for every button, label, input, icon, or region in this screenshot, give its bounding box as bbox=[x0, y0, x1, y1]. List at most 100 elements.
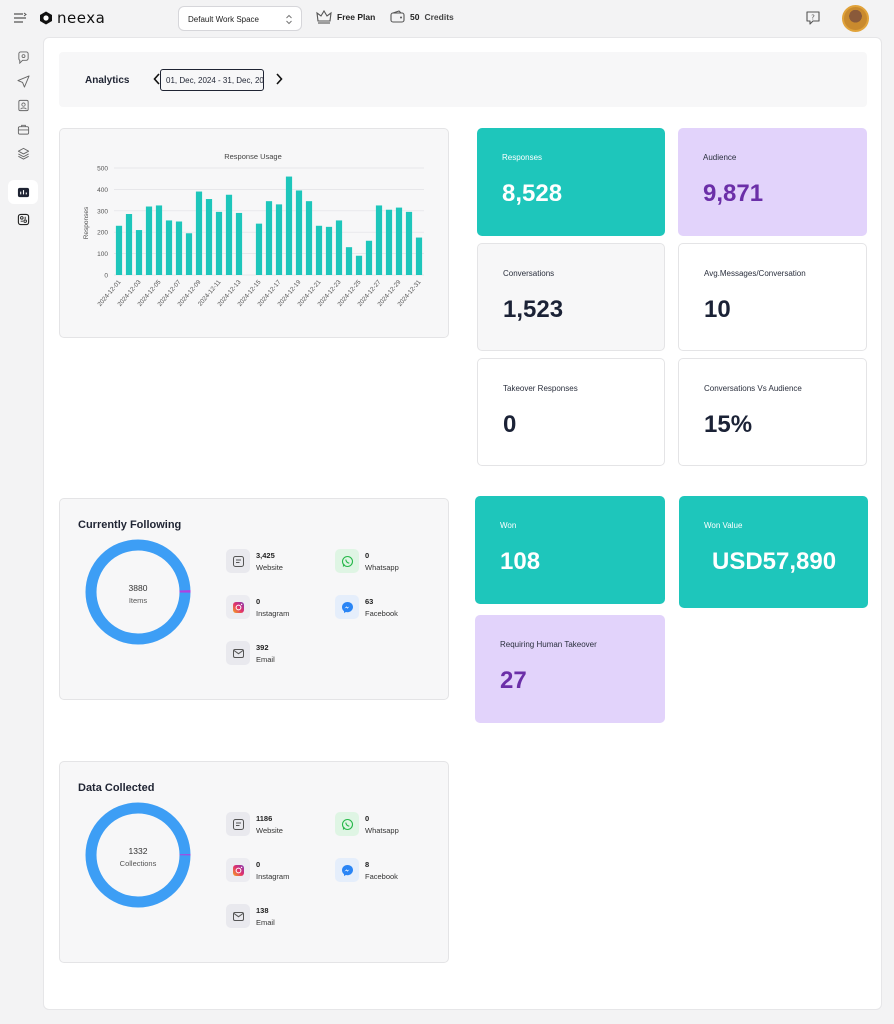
currently-following-card: Currently Following 3880 Items 3,425 Webs… bbox=[59, 498, 449, 700]
email-icon bbox=[232, 648, 244, 658]
main-panel: Analytics 01, Dec, 2024 - 31, Dec, 2024 … bbox=[43, 37, 882, 1010]
source-name: Whatsapp bbox=[365, 826, 399, 835]
instagram-icon bbox=[232, 601, 244, 613]
bar-2024-12-26[interactable] bbox=[365, 240, 373, 275]
source-value: 0 bbox=[256, 597, 261, 606]
sidebar-item-broadcast[interactable] bbox=[8, 69, 38, 93]
bar-2024-12-08[interactable] bbox=[185, 233, 193, 275]
stat-card-avg-messages: Avg.Messages/Conversation 10 bbox=[678, 243, 867, 351]
bar-2024-12-09[interactable] bbox=[195, 191, 203, 275]
wallet-icon bbox=[390, 10, 405, 23]
analytics-icon bbox=[17, 187, 29, 197]
bar-2024-12-19[interactable] bbox=[295, 190, 303, 275]
source-value: 0 bbox=[256, 860, 261, 869]
workspace-select[interactable]: Default Work Space bbox=[178, 6, 302, 31]
email-icon-box bbox=[226, 641, 250, 665]
sidebar-item-analytics[interactable] bbox=[8, 180, 38, 204]
bar-2024-12-30[interactable] bbox=[405, 211, 413, 275]
instagram-icon-box bbox=[226, 858, 250, 882]
bar-2024-12-02[interactable] bbox=[125, 214, 133, 275]
messenger-icon-box bbox=[335, 858, 359, 882]
bar-2024-12-16[interactable] bbox=[265, 201, 273, 275]
source-value: 3,425 bbox=[256, 551, 275, 560]
credits-label: Credits bbox=[424, 12, 454, 22]
bar-2024-12-13[interactable] bbox=[235, 212, 243, 275]
credits-badge[interactable]: 50 Credits bbox=[390, 10, 454, 24]
stat-card-conversations: Conversations 1,523 bbox=[477, 243, 665, 351]
bar-2024-12-10[interactable] bbox=[205, 199, 213, 275]
svg-text:?: ? bbox=[811, 14, 815, 22]
help-chat-icon[interactable]: ? bbox=[805, 10, 821, 26]
bar-2024-12-27[interactable] bbox=[375, 205, 383, 275]
logo[interactable]: neexa bbox=[39, 9, 105, 27]
source-name: Email bbox=[256, 918, 275, 927]
response-usage-chart: Response Usage Responses 0 100 200 300 400 50… bbox=[83, 152, 424, 308]
source-value: 392 bbox=[256, 643, 269, 652]
source-email: 138 Email bbox=[226, 904, 275, 928]
chat-icon bbox=[17, 50, 29, 64]
source-value: 63 bbox=[365, 597, 374, 606]
stat-label: Won Value bbox=[704, 521, 743, 530]
bar-2024-12-15[interactable] bbox=[255, 223, 263, 275]
donut-total-label: Items bbox=[128, 596, 148, 605]
bar-2024-12-11[interactable] bbox=[215, 211, 223, 275]
bar-2024-12-22[interactable] bbox=[325, 226, 333, 275]
date-range-input[interactable]: 01, Dec, 2024 - 31, Dec, 2024 bbox=[160, 69, 264, 91]
stat-label: Takeover Responses bbox=[503, 384, 578, 393]
bar-2024-12-12[interactable] bbox=[225, 194, 233, 275]
source-name: Website bbox=[256, 563, 283, 572]
stat-label: Responses bbox=[502, 153, 543, 162]
website-icon-box bbox=[226, 812, 250, 836]
bar-2024-12-18[interactable] bbox=[285, 176, 293, 275]
sidebar-item-knowledge[interactable] bbox=[8, 141, 38, 165]
website-icon bbox=[232, 818, 244, 830]
source-value: 1186 bbox=[256, 814, 273, 823]
bar-2024-12-23[interactable] bbox=[335, 220, 343, 275]
bar-2024-12-20[interactable] bbox=[305, 201, 313, 275]
source-name: Facebook bbox=[365, 872, 398, 881]
chevron-left-icon[interactable] bbox=[152, 72, 162, 86]
stat-label: Won bbox=[500, 521, 517, 530]
sidebar-item-contacts[interactable] bbox=[8, 93, 38, 117]
messenger-icon bbox=[341, 601, 353, 613]
stat-card-responses: Responses 8,528 bbox=[477, 128, 665, 236]
donut-center: 3880 Items bbox=[84, 583, 192, 605]
source-website: 1186 Website bbox=[226, 812, 283, 836]
bar-2024-12-04[interactable] bbox=[145, 206, 153, 275]
bar-2024-12-28[interactable] bbox=[385, 209, 393, 275]
source-name: Website bbox=[256, 826, 283, 835]
bar-2024-12-17[interactable] bbox=[275, 204, 283, 275]
sidebar-item-integrations[interactable] bbox=[8, 207, 38, 231]
stat-value: 108 bbox=[500, 548, 541, 575]
bar-2024-12-25[interactable] bbox=[355, 255, 363, 275]
plan-badge[interactable]: Free Plan bbox=[316, 10, 375, 24]
source-facebook: 8 Facebook bbox=[335, 858, 398, 882]
stat-value: 27 bbox=[500, 667, 527, 694]
bar-2024-12-31[interactable] bbox=[415, 237, 423, 275]
y-tick-label: 300 bbox=[97, 208, 108, 215]
source-name: Instagram bbox=[256, 872, 290, 881]
logo-text: neexa bbox=[57, 9, 106, 27]
chevron-right-icon[interactable] bbox=[274, 72, 284, 86]
menu-toggle-icon[interactable] bbox=[12, 10, 28, 26]
bar-2024-12-24[interactable] bbox=[345, 247, 353, 275]
whatsapp-icon-box bbox=[335, 812, 359, 836]
bar-2024-12-07[interactable] bbox=[175, 221, 183, 276]
sidebar-item-chats[interactable] bbox=[8, 45, 38, 69]
bar-2024-12-05[interactable] bbox=[155, 205, 163, 275]
source-name: Facebook bbox=[365, 609, 398, 618]
stat-label: Audience bbox=[703, 153, 737, 162]
bar-2024-12-01[interactable] bbox=[115, 225, 123, 275]
bar-2024-12-21[interactable] bbox=[315, 225, 323, 275]
sidebar-item-deals[interactable] bbox=[8, 117, 38, 141]
stat-label: Avg.Messages/Conversation bbox=[704, 269, 806, 278]
logo-mark-icon bbox=[40, 11, 52, 25]
messenger-icon-box bbox=[335, 595, 359, 619]
page-title: Analytics bbox=[85, 75, 130, 86]
bar-2024-12-06[interactable] bbox=[165, 220, 173, 275]
user-avatar[interactable] bbox=[842, 5, 869, 32]
bar-2024-12-29[interactable] bbox=[395, 207, 403, 275]
bar-2024-12-03[interactable] bbox=[135, 230, 143, 275]
source-website: 3,425 Website bbox=[226, 549, 283, 573]
donut-total: 3880 bbox=[128, 583, 148, 593]
